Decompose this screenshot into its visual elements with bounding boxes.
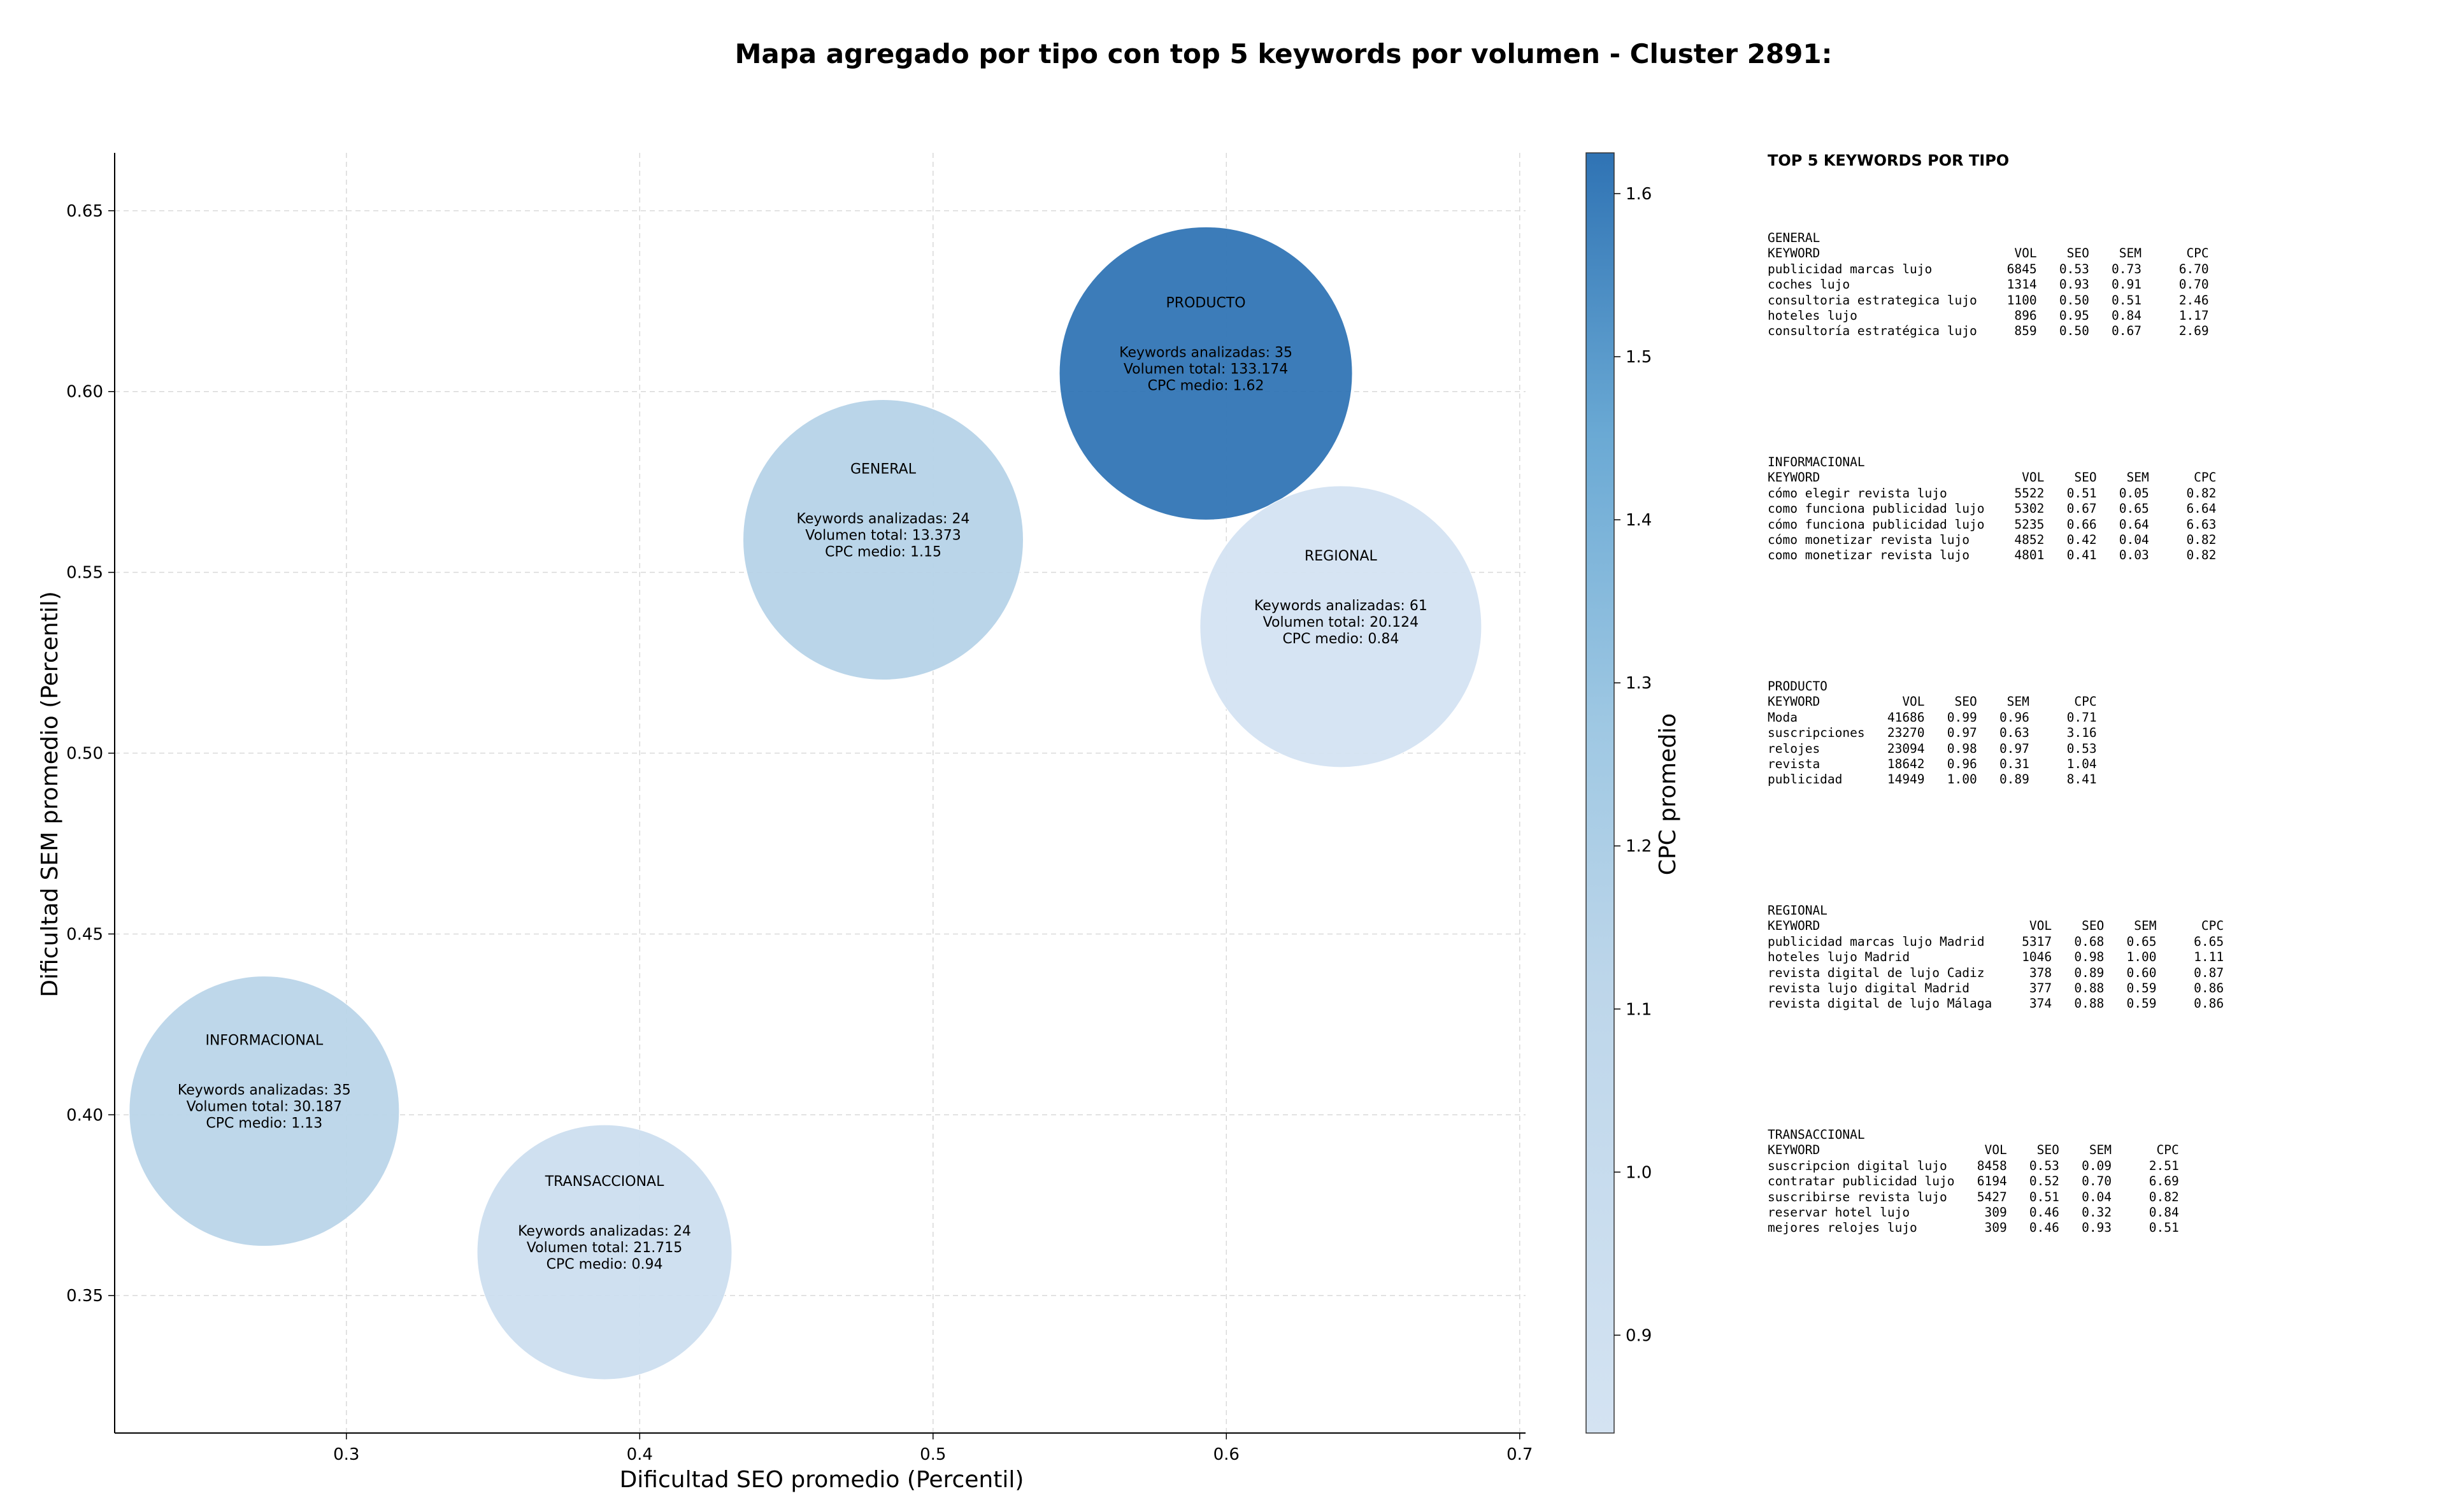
colorbar-tick-label: 0.9 xyxy=(1626,1326,1652,1345)
bubble-transaccional xyxy=(476,1124,733,1380)
keyword-table-row: cómo monetizar revista lujo 4852 0.42 0.… xyxy=(1768,532,2217,548)
y-tick-label: 0.60 xyxy=(66,383,103,402)
colorbar-tick-label: 1.5 xyxy=(1626,348,1652,367)
x-tick-label: 0.5 xyxy=(920,1445,946,1464)
y-tick-label: 0.35 xyxy=(66,1287,103,1306)
keyword-table-row: hoteles lujo Madrid 1046 0.98 1.00 1.11 xyxy=(1768,950,2224,965)
bubble-label-line2: Volumen total: 133.174 xyxy=(1124,361,1288,377)
bubble-label-line1: Keywords analizadas: 24 xyxy=(518,1223,691,1239)
keyword-table-row: publicidad 14949 1.00 0.89 8.41 xyxy=(1768,772,2097,787)
y-tick-label: 0.65 xyxy=(66,202,103,221)
x-tick-label: 0.4 xyxy=(627,1445,653,1464)
colorbar-tick-label: 1.6 xyxy=(1626,185,1652,204)
keyword-table-row: como monetizar revista lujo 4801 0.41 0.… xyxy=(1768,548,2217,563)
colorbar-tick-label: 1.3 xyxy=(1626,674,1652,693)
bubble-label-line3: CPC medio: 1.13 xyxy=(206,1116,322,1132)
x-tick-label: 0.3 xyxy=(333,1445,359,1464)
keyword-table: PRODUCTO KEYWORD VOL SEO SEM CPC Moda 4168… xyxy=(1768,679,2097,788)
keyword-table-header: KEYWORD VOL SEO SEM CPC xyxy=(1768,246,2209,261)
keyword-table-header: KEYWORD VOL SEO SEM CPC xyxy=(1768,694,2097,710)
bubble-label-line2: Volumen total: 21.715 xyxy=(527,1240,682,1256)
colorbar-tick-label: 1.0 xyxy=(1626,1163,1652,1182)
chart-title: Mapa agregado por tipo con top 5 keyword… xyxy=(734,38,1833,69)
bubble-label-name: REGIONAL xyxy=(1305,548,1378,564)
bubble-label-line3: CPC medio: 1.62 xyxy=(1148,378,1264,394)
keyword-table-row: revista lujo digital Madrid 377 0.88 0.5… xyxy=(1768,981,2224,996)
keyword-table: TRANSACCIONAL KEYWORD VOL SEO SEM CPC susc… xyxy=(1768,1127,2179,1236)
keyword-table-row: consultoria estrategica lujo 1100 0.50 0… xyxy=(1768,292,2209,308)
keyword-table-row: hoteles lujo 896 0.95 0.84 1.17 xyxy=(1768,308,2209,324)
keyword-table-header: KEYWORD VOL SEO SEM CPC xyxy=(1768,918,2224,934)
bubble-label-line1: Keywords analizadas: 35 xyxy=(178,1083,351,1099)
keyword-table-heading: PRODUCTO xyxy=(1768,679,1827,694)
axes: 0.3 0.4 0.5 0.6 0.7 0.35 0.40 0.45 0.50 0.55 0.60 0… xyxy=(66,153,1533,1464)
keyword-table-heading: GENERAL xyxy=(1768,231,1820,245)
colorbar-gradient xyxy=(1585,152,1615,1434)
keyword-table-row: mejores relojes lujo 309 0.46 0.93 0.51 xyxy=(1768,1220,2179,1236)
keyword-table-row: cómo elegir revista lujo 5522 0.51 0.05 … xyxy=(1768,485,2217,501)
bubble-label-name: TRANSACCIONAL xyxy=(545,1174,664,1190)
bubble-label-line3: CPC medio: 0.84 xyxy=(1282,631,1399,647)
keyword-table-header: KEYWORD VOL SEO SEM CPC xyxy=(1768,470,2217,485)
bubble-label-line1: Keywords analizadas: 24 xyxy=(797,511,970,527)
keyword-table-row: publicidad marcas lujo Madrid 5317 0.68 … xyxy=(1768,934,2224,949)
keyword-table-row: suscripciones 23270 0.97 0.63 3.16 xyxy=(1768,725,2097,741)
x-tick-label: 0.7 xyxy=(1506,1445,1533,1464)
keyword-table: INFORMACIONAL KEYWORD VOL SEO SEM CPC cómo… xyxy=(1768,455,2216,564)
keyword-table-row: suscripcion digital lujo 8458 0.53 0.09 … xyxy=(1768,1158,2179,1173)
y-axis-label: Dificultad SEM promedio (Percentil) xyxy=(37,591,63,997)
colorbar: 0.9 1.0 1.1 1.2 1.3 1.4 1.5 1.6 xyxy=(1585,152,1652,1434)
colorbar-tick-label: 1.4 xyxy=(1626,511,1652,530)
keyword-table-row: Moda 41686 0.99 0.96 0.71 xyxy=(1768,710,2097,725)
keyword-table-row: relojes 23094 0.98 0.97 0.53 xyxy=(1768,741,2097,756)
x-axis-label: Dificultad SEO promedio (Percentil) xyxy=(620,1467,1024,1493)
keyword-table-row: publicidad marcas lujo 6845 0.53 0.73 6.… xyxy=(1768,261,2209,276)
bubble-label-name: INFORMACIONAL xyxy=(205,1033,324,1049)
bubble-label-line2: Volumen total: 20.124 xyxy=(1263,615,1419,631)
y-tick-label: 0.50 xyxy=(66,745,103,764)
bubble-label-line2: Volumen total: 13.373 xyxy=(805,528,961,544)
bubble-label-line1: Keywords analizadas: 61 xyxy=(1254,598,1427,614)
bubble-regional xyxy=(1199,485,1482,768)
keyword-table-heading: REGIONAL xyxy=(1768,903,1827,918)
keyword-table-row: suscribirse revista lujo 5427 0.51 0.04 … xyxy=(1768,1189,2179,1204)
bubble-producto xyxy=(1059,226,1353,520)
bubble-label-name: PRODUCTO xyxy=(1166,295,1246,311)
bubble-informacional xyxy=(129,976,400,1247)
colorbar-label: CPC promedio xyxy=(1655,713,1681,875)
keyword-table-heading: TRANSACCIONAL xyxy=(1768,1127,1865,1142)
bubble-label-line3: CPC medio: 1.15 xyxy=(825,545,941,560)
keyword-table-row: revista digital de lujo Cadiz 378 0.89 0… xyxy=(1768,965,2224,980)
keyword-table: REGIONAL KEYWORD VOL SEO SEM CPC publicida… xyxy=(1768,903,2224,1012)
keyword-table-row: contratar publicidad lujo 6194 0.52 0.70… xyxy=(1768,1174,2179,1189)
bubble-general xyxy=(743,399,1024,681)
keyword-table-header: KEYWORD VOL SEO SEM CPC xyxy=(1768,1143,2179,1158)
y-tick-label: 0.40 xyxy=(66,1106,103,1125)
keyword-table-row: coches lujo 1314 0.93 0.91 0.70 xyxy=(1768,277,2209,292)
bubble-label-line3: CPC medio: 0.94 xyxy=(547,1257,663,1273)
y-tick-label: 0.55 xyxy=(66,564,103,583)
keyword-table-row: revista digital de lujo Málaga 374 0.88 … xyxy=(1768,996,2224,1011)
bubble-label-line2: Volumen total: 30.187 xyxy=(187,1099,342,1115)
bubble-label-name: GENERAL xyxy=(850,462,917,478)
colorbar-tick-label: 1.2 xyxy=(1626,837,1652,856)
keyword-table-row: cómo funciona publicidad lujo 5235 0.66 … xyxy=(1768,517,2217,532)
y-tick-label: 0.45 xyxy=(66,925,103,944)
bubble-label-line1: Keywords analizadas: 35 xyxy=(1119,345,1292,360)
keyword-table-row: reservar hotel lujo 309 0.46 0.32 0.84 xyxy=(1768,1205,2179,1220)
keyword-table-heading: INFORMACIONAL xyxy=(1768,455,1865,469)
x-tick-label: 0.6 xyxy=(1213,1445,1240,1464)
colorbar-tick-label: 1.1 xyxy=(1626,1000,1652,1019)
keyword-table-row: revista 18642 0.96 0.31 1.04 xyxy=(1768,757,2097,772)
keyword-table: GENERAL KEYWORD VOL SEO SEM CPC publicidad… xyxy=(1768,231,2209,339)
keyword-table-row: como funciona publicidad lujo 5302 0.67 … xyxy=(1768,501,2217,517)
top-keywords-panel: TOP 5 KEYWORDS POR TIPO GENERAL KEYWORD V… xyxy=(1768,152,2430,1235)
keyword-table-row: consultoría estratégica lujo 859 0.50 0.… xyxy=(1768,324,2209,339)
top-keywords-title: TOP 5 KEYWORDS POR TIPO xyxy=(1768,152,2010,169)
